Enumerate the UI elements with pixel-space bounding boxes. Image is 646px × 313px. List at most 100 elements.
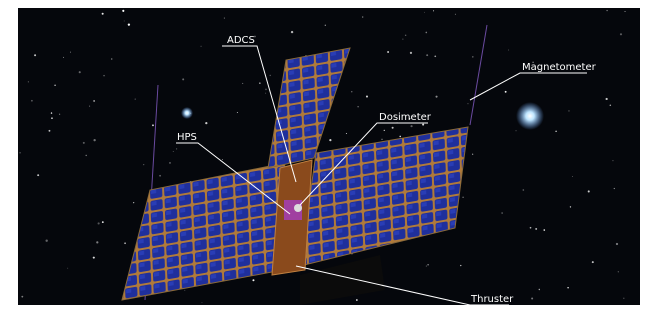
star (620, 33, 622, 35)
star (222, 159, 223, 160)
star (102, 13, 104, 15)
star (572, 176, 573, 177)
label-thruster: Thruster (470, 294, 514, 305)
star (93, 100, 94, 101)
star (384, 130, 385, 131)
star (28, 81, 29, 82)
star (135, 99, 136, 100)
page: {"labels": {"adcs": "ADCS", "magnetomete… (0, 0, 646, 313)
star (259, 83, 260, 84)
star (252, 279, 254, 281)
star (570, 206, 571, 207)
star (83, 142, 85, 144)
star (424, 12, 425, 13)
star (382, 139, 383, 140)
star (472, 56, 473, 57)
star (358, 106, 359, 107)
star (531, 297, 533, 299)
star (103, 75, 105, 77)
star (614, 188, 615, 189)
star (19, 152, 21, 154)
star (37, 174, 39, 176)
bright-star (516, 102, 544, 130)
star (426, 54, 428, 56)
star (182, 78, 184, 80)
star (237, 112, 238, 113)
star (346, 133, 347, 134)
star (567, 287, 568, 288)
star (102, 221, 104, 223)
star (433, 10, 434, 11)
star (265, 93, 266, 94)
star (54, 84, 56, 86)
star (143, 164, 144, 165)
star (555, 131, 556, 132)
star (270, 75, 271, 76)
star (21, 296, 23, 298)
star (410, 52, 412, 54)
star (530, 227, 532, 229)
star (31, 100, 33, 102)
star (111, 58, 112, 59)
star (426, 266, 427, 267)
star (356, 299, 358, 301)
star (516, 130, 517, 131)
star (51, 112, 52, 113)
star (265, 88, 267, 90)
star (128, 24, 130, 26)
star (242, 83, 243, 84)
star (436, 96, 438, 98)
star (98, 222, 100, 224)
star (205, 122, 207, 124)
star (93, 257, 95, 259)
star (49, 130, 51, 132)
star (472, 154, 473, 155)
star (79, 71, 81, 73)
star (59, 114, 60, 115)
star (366, 96, 368, 98)
star (351, 91, 352, 92)
star (152, 124, 154, 126)
star (606, 10, 607, 11)
star (67, 268, 68, 269)
satellite-render: ADCS Magnetometer Dosimeter HPS Thruster (0, 0, 646, 313)
bright-star (181, 107, 193, 119)
star (291, 31, 293, 33)
star (508, 50, 509, 51)
star (169, 162, 171, 164)
star (159, 175, 161, 177)
star (387, 51, 389, 53)
star (325, 25, 326, 26)
label-adcs: ADCS (227, 35, 255, 46)
star (543, 229, 545, 231)
star (202, 302, 203, 303)
star (460, 265, 461, 266)
star (502, 213, 503, 214)
star (402, 39, 403, 40)
star (410, 125, 412, 127)
star (606, 98, 608, 100)
star (51, 117, 53, 119)
label-hps: HPS (177, 132, 197, 143)
star (85, 155, 86, 156)
dosimeter-unit (294, 204, 302, 212)
star (124, 242, 126, 244)
star (618, 271, 619, 272)
label-magnetometer: Magnetometer (522, 62, 597, 73)
star (329, 139, 331, 141)
star (592, 261, 594, 263)
star (523, 189, 525, 191)
star (625, 11, 626, 12)
star (93, 139, 95, 141)
star (468, 103, 469, 104)
star (201, 46, 202, 47)
star (63, 57, 64, 58)
star (124, 20, 125, 21)
star (568, 110, 569, 111)
star (610, 104, 612, 106)
star (133, 202, 134, 203)
star (405, 35, 406, 36)
star (422, 124, 424, 126)
star (122, 10, 124, 12)
star (96, 241, 98, 243)
